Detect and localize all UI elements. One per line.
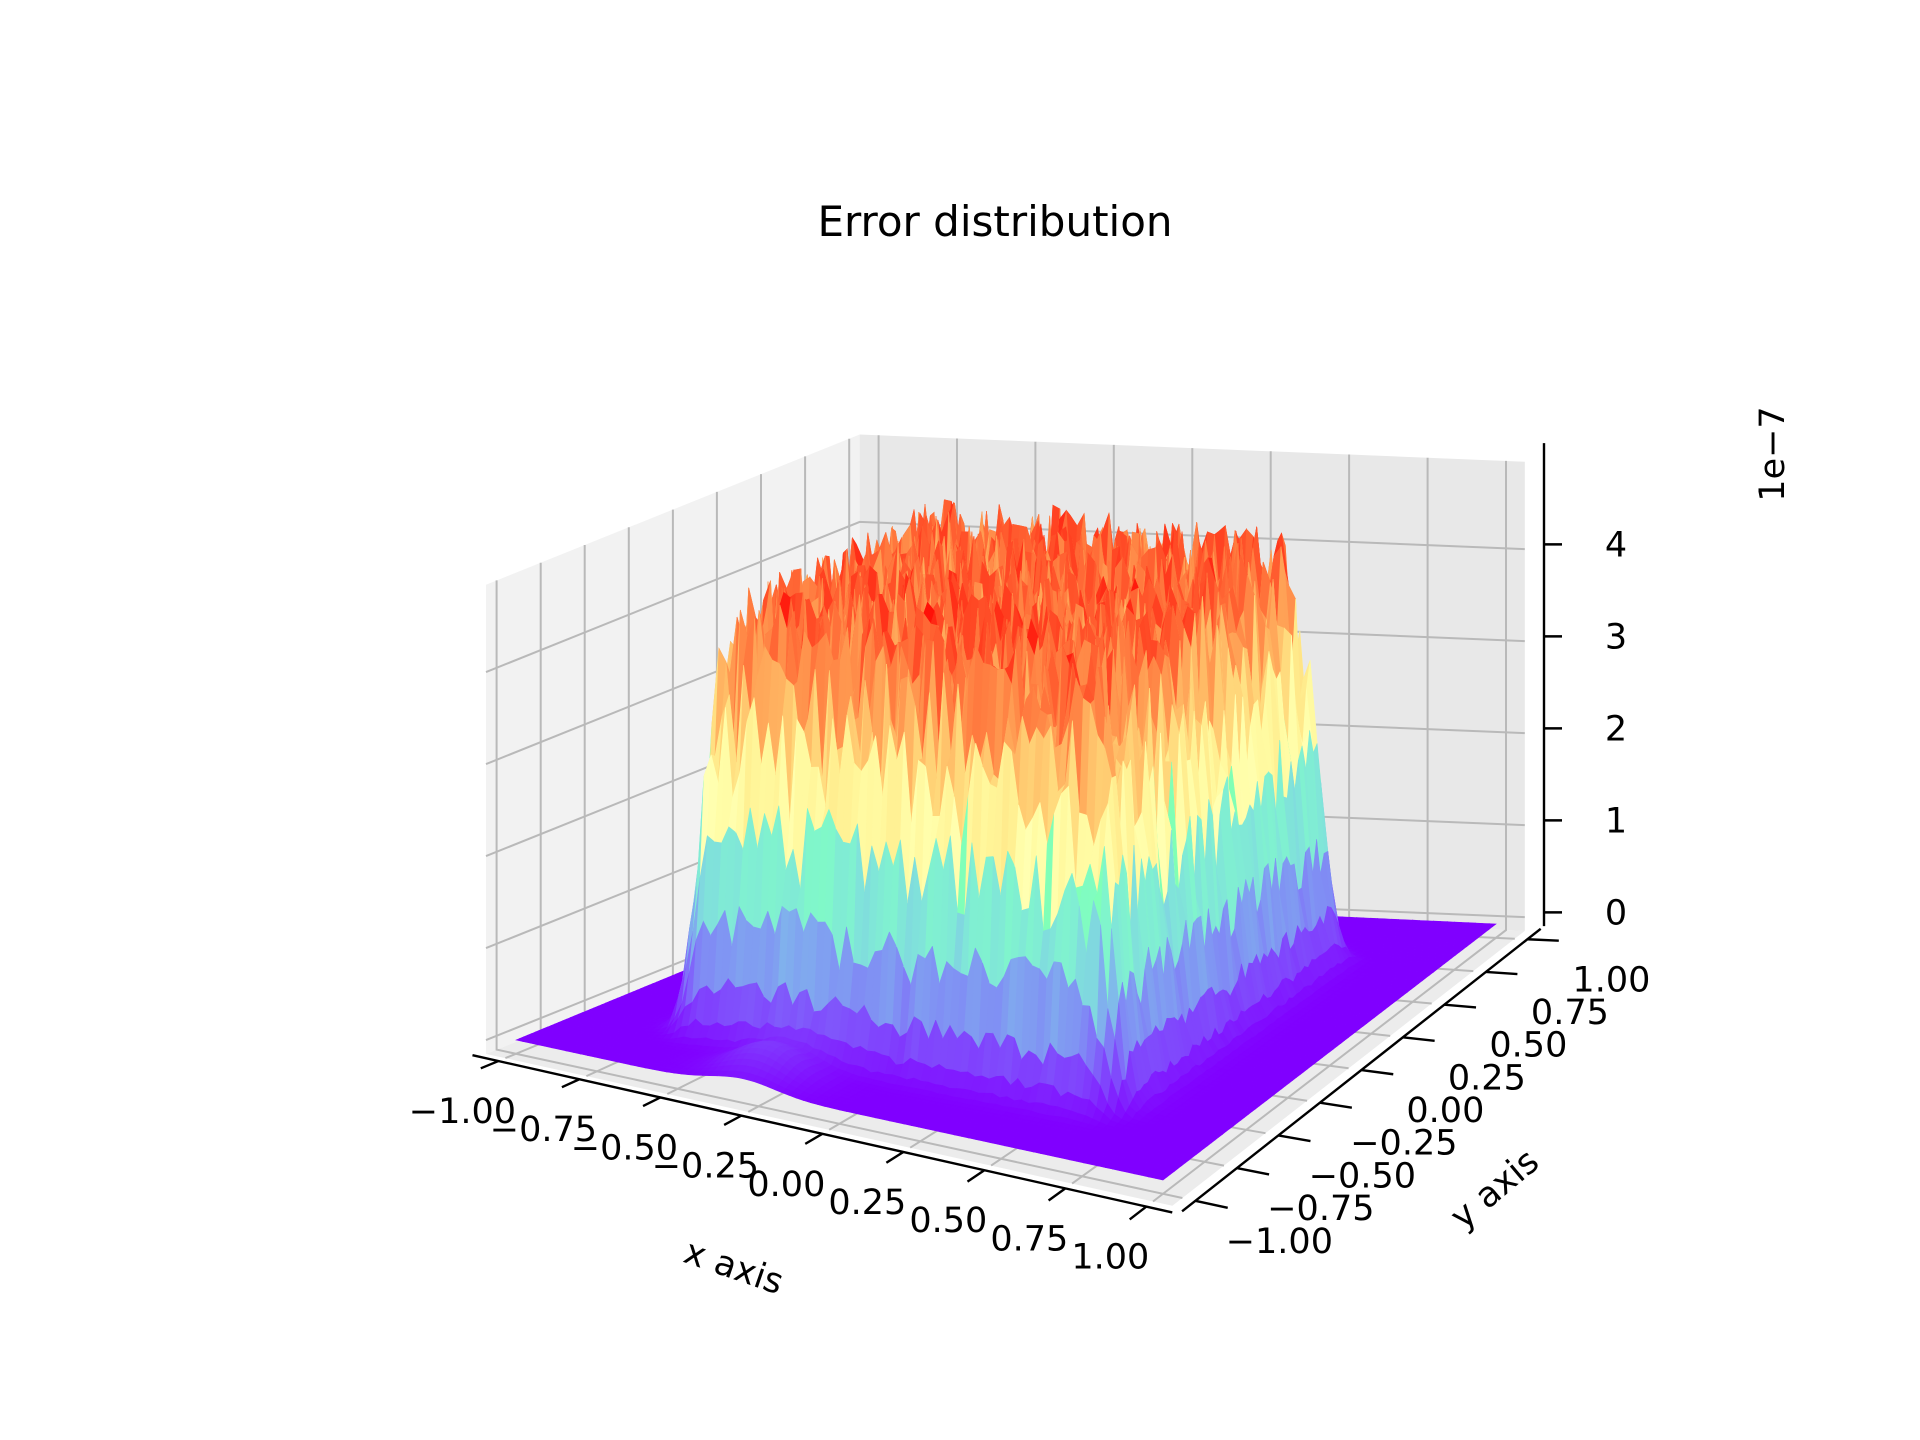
grid-line-x — [1152, 460, 1507, 1203]
error-surface — [515, 499, 1497, 1181]
grid-line-y — [495, 580, 1183, 1199]
grid-line-z — [485, 520, 1525, 674]
